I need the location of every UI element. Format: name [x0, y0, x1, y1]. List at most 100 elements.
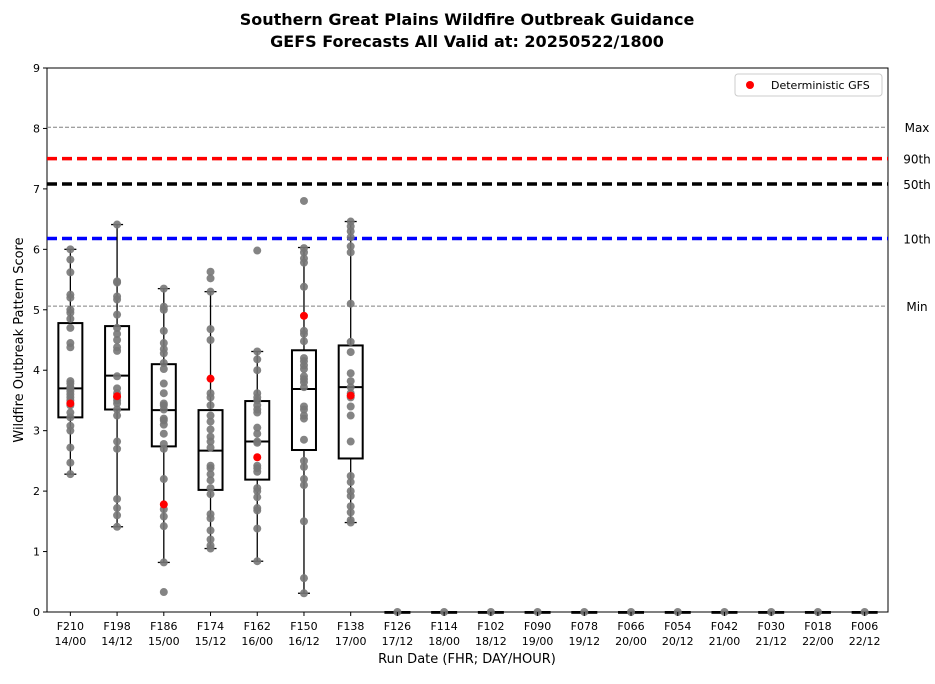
y-tick-label: 0	[33, 606, 40, 619]
member-point	[206, 541, 215, 550]
member-point	[159, 588, 168, 597]
member-point	[253, 347, 262, 356]
member-point	[159, 358, 168, 367]
member-point	[253, 246, 262, 255]
member-point	[66, 323, 75, 332]
member-point	[346, 217, 355, 226]
x-axis: F210 14/00 F198 14/12 F186 15/00 F174 15/12 F162…	[55, 612, 880, 648]
member-point	[159, 558, 168, 567]
member-point	[113, 405, 122, 414]
member-point	[299, 354, 308, 363]
member-point	[346, 472, 355, 480]
member-point	[159, 429, 168, 438]
member-point	[206, 417, 215, 426]
y-tick-label: 6	[33, 243, 40, 256]
member-point	[346, 377, 355, 386]
member-point	[206, 432, 215, 441]
x-tick-label-dayhour: 16/00	[241, 635, 273, 648]
member-point	[253, 484, 262, 493]
member-point	[346, 437, 355, 446]
member-point	[253, 437, 262, 446]
member-point	[299, 196, 308, 205]
member-point	[206, 535, 215, 544]
x-tick-label-dayhour: 19/12	[568, 635, 600, 648]
member-point	[206, 325, 215, 334]
deterministic-point	[299, 311, 308, 320]
deterministic-point	[66, 399, 75, 408]
member-point	[206, 267, 215, 276]
x-tick-label-dayhour: 19/00	[522, 635, 554, 648]
x-tick-label-fhr: F042	[711, 620, 738, 633]
x-tick-label-fhr: F210	[57, 620, 84, 633]
ref-line-label: 90th	[903, 153, 931, 167]
member-point	[253, 389, 262, 398]
member-point	[159, 326, 168, 335]
member-point	[253, 355, 262, 364]
member-point	[206, 274, 215, 283]
member-point	[159, 439, 168, 448]
member-point	[206, 526, 215, 535]
x-tick-label-dayhour: 21/00	[709, 635, 741, 648]
x-tick-label-dayhour: 18/12	[475, 635, 507, 648]
member-point	[299, 589, 308, 598]
member-point	[346, 369, 355, 378]
member-point	[299, 456, 308, 465]
member-point	[66, 421, 75, 430]
deterministic-point	[159, 500, 168, 509]
member-point	[113, 336, 122, 344]
member-point	[206, 401, 215, 410]
member-point	[346, 478, 355, 487]
member-point	[299, 282, 308, 291]
x-tick-label-fhr: F090	[524, 620, 551, 633]
box-iqr	[290, 349, 317, 452]
ref-line-label: Min	[906, 300, 927, 314]
legend-frame	[734, 73, 883, 97]
member-point	[206, 476, 215, 485]
x-tick-label-fhr: F066	[617, 620, 644, 633]
y-tick-label: 1	[33, 546, 40, 559]
member-point	[253, 493, 262, 502]
y-axis: 0 1 2 3 4 5 6 7 8 9	[33, 62, 47, 619]
member-point	[113, 277, 122, 286]
member-point	[66, 290, 75, 299]
x-tick-label-fhr: F078	[571, 620, 598, 633]
member-point	[113, 494, 122, 503]
member-point	[299, 337, 308, 346]
y-tick-label: 5	[33, 304, 40, 317]
deterministic-points	[66, 311, 355, 509]
member-point	[346, 411, 355, 420]
box-plots	[57, 220, 878, 614]
member-point	[159, 339, 168, 348]
member-point	[346, 508, 355, 517]
x-tick-label-dayhour: 16/12	[288, 635, 320, 648]
box-0	[57, 248, 84, 475]
chart-title: Southern Great Plains Wildfire Outbreak …	[240, 10, 695, 29]
member-point	[206, 443, 215, 452]
member-point	[66, 245, 75, 254]
member-point	[113, 372, 122, 381]
member-point	[346, 348, 355, 357]
deterministic-point	[346, 391, 355, 400]
member-point	[159, 512, 168, 521]
member-point	[66, 305, 75, 314]
deterministic-point	[253, 453, 262, 462]
x-tick-label-fhr: F198	[103, 620, 130, 633]
x-axis-label: Run Date (FHR; DAY/HOUR)	[378, 652, 556, 667]
x-tick-label-fhr: F174	[197, 620, 224, 633]
member-point	[253, 366, 262, 375]
deterministic-point	[113, 392, 122, 401]
y-axis-label: Wildfire Outbreak Pattern Score	[12, 237, 27, 442]
x-tick-label-dayhour: 20/12	[662, 635, 694, 648]
x-tick-label-dayhour: 21/12	[755, 635, 787, 648]
x-tick-label-dayhour: 15/00	[148, 635, 180, 648]
member-point	[113, 444, 122, 453]
member-point	[346, 299, 355, 308]
member-point	[66, 458, 75, 467]
member-point	[206, 389, 215, 398]
member-point	[113, 504, 122, 513]
member-point	[299, 402, 308, 411]
x-tick-label-fhr: F114	[430, 620, 457, 633]
x-tick-label-fhr: F186	[150, 620, 177, 633]
member-point	[253, 524, 262, 533]
legend-deterministic-marker	[746, 81, 754, 89]
